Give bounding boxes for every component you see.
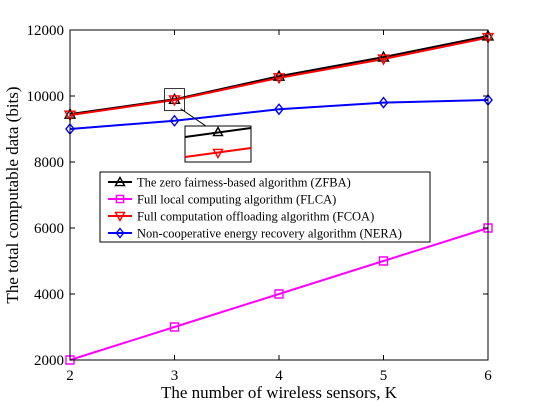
data-point [274,289,284,299]
zoom-inset [164,88,252,163]
zoom-box [164,88,185,112]
legend: The zero fairness-based algorithm (ZFBA)… [99,171,431,243]
axis-ticks: 2 3 4 5 6 2000 4000 6000 8000 10000 12000 [27,23,493,384]
plot-lines [69,34,489,361]
y-tick-label: 10000 [27,89,65,105]
data-point [65,355,75,365]
y-tick-label: 12000 [27,23,65,39]
x-tick-label: 3 [171,368,179,384]
legend-frame [99,171,431,243]
legend-marker [114,176,126,187]
inset-line-zfba [184,127,252,138]
data-point [377,54,390,66]
series-line [69,98,489,130]
x-axis-label: The number of wireless sensors, K [161,383,398,402]
data-point [169,322,180,332]
data-point [378,256,389,266]
legend-marker [115,194,125,204]
legend-marker [115,227,125,239]
x-tick-label: 5 [380,368,388,384]
inset-marker-fcoa [212,148,224,159]
series-line [69,36,489,117]
legend-label: Non-cooperative energy recovery algorith… [137,227,402,241]
data-point [272,73,286,85]
series-line [69,227,489,361]
data-point [169,114,180,127]
x-tick-label: 4 [275,368,283,384]
data-point [377,50,390,62]
legend-label: Full local computing algorithm (FLCA) [137,193,336,207]
legend-label: Full computation offloading algorithm (F… [137,210,374,224]
x-tick-label: 6 [484,368,492,384]
legend-label: The zero fairness-based algorithm (ZFBA) [137,176,351,190]
y-tick-label: 4000 [34,287,64,303]
x-tick-label: 2 [66,368,74,384]
data-point [168,95,181,107]
inset-marker-zfba [212,126,224,137]
data-point [272,69,286,81]
data-point [483,223,493,233]
data-point [274,103,284,116]
data-point [168,92,181,104]
legend-marker [114,211,126,222]
data-point [378,96,389,109]
y-tick-label: 2000 [34,353,64,369]
y-tick-label: 6000 [34,221,64,237]
inset-line-fcoa [184,147,252,158]
y-axis-label: The total computable data (bits) [3,86,22,303]
y-tick-label: 8000 [34,155,64,171]
